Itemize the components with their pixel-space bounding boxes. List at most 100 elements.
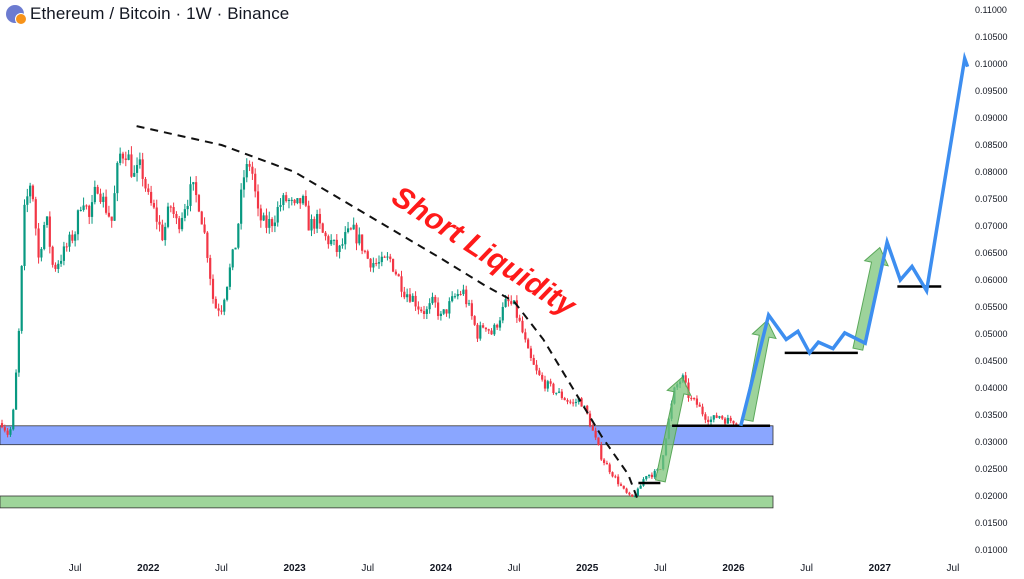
candle-body <box>403 291 406 298</box>
candle-body <box>532 358 535 365</box>
candle-body <box>290 199 293 201</box>
candle-body <box>602 459 606 463</box>
candle-body <box>498 320 502 328</box>
y-tick-label: 0.03500 <box>975 410 1008 420</box>
candle-body <box>552 383 555 393</box>
candle-body <box>124 158 127 160</box>
x-axis: Jul 2022 Jul 2023 Jul 2024 Jul 2025 Jul 2026 Jul 20… <box>69 563 960 574</box>
candle-body <box>175 213 178 219</box>
candle-body <box>434 296 437 303</box>
candle-body <box>408 294 412 302</box>
candle-body <box>684 375 687 383</box>
candle-body <box>225 286 229 300</box>
candle-body <box>538 370 541 375</box>
candle-body <box>330 240 333 245</box>
candle-body <box>268 219 271 228</box>
candle-body <box>726 417 729 424</box>
candle-body <box>195 182 198 196</box>
x-tick-label: 2024 <box>430 563 453 574</box>
x-tick-label: Jul <box>947 563 960 574</box>
candle-body <box>57 263 60 269</box>
y-tick-label: 0.07500 <box>975 194 1008 204</box>
candle-body <box>82 205 85 210</box>
candle-body <box>304 195 307 206</box>
y-tick-label: 0.02000 <box>975 491 1008 501</box>
candle-body <box>248 164 251 167</box>
candle-body <box>425 309 428 314</box>
candle-body <box>349 228 352 230</box>
candle-body <box>161 224 164 241</box>
candle-body <box>695 398 699 405</box>
candle-body <box>147 188 150 192</box>
candle-body <box>366 251 369 259</box>
candle-body <box>65 246 68 248</box>
candle-body <box>9 429 12 435</box>
candle-body <box>307 205 310 231</box>
candle-body <box>636 488 639 496</box>
candle-body <box>96 186 99 194</box>
y-tick-label: 0.02500 <box>975 464 1008 474</box>
candle-body <box>369 258 372 268</box>
candle-body <box>445 309 448 314</box>
candle-body <box>223 299 226 312</box>
candle-body <box>541 374 544 380</box>
candle-body <box>40 248 43 258</box>
candle-body <box>439 313 442 317</box>
candle-body <box>335 239 338 252</box>
candle-body <box>617 476 620 485</box>
candle-body <box>586 405 589 414</box>
candle-body <box>493 324 496 335</box>
candle-body <box>93 186 96 203</box>
candle-body <box>588 413 592 427</box>
levels <box>638 285 942 485</box>
candle-body <box>352 224 355 230</box>
candle-body <box>293 199 296 204</box>
candle-body <box>633 495 637 497</box>
candle-body <box>113 193 116 221</box>
candle-body <box>484 327 488 330</box>
candle-body <box>591 426 594 431</box>
candle-body <box>479 325 482 339</box>
candle-body <box>707 419 710 422</box>
candle-body <box>206 232 209 258</box>
candle-body <box>563 398 566 401</box>
candle-body <box>237 223 240 248</box>
candle-body <box>406 294 409 298</box>
candle-body <box>631 494 634 497</box>
candle-body <box>420 309 423 312</box>
candle-body <box>411 295 414 302</box>
candle-body <box>560 391 563 399</box>
candle-body <box>715 415 718 418</box>
candle-body <box>650 474 654 478</box>
candle-body <box>735 423 738 425</box>
candle-body <box>451 296 454 302</box>
candle-body <box>473 316 476 325</box>
candle-body <box>414 295 417 307</box>
candle-body <box>90 202 94 217</box>
candle-body <box>282 195 285 206</box>
candle-body <box>85 205 88 207</box>
candle-body <box>417 306 420 310</box>
candle-body <box>507 299 510 302</box>
candle-body <box>200 211 203 225</box>
candle-body <box>510 301 513 304</box>
candle-body <box>141 159 144 179</box>
candle-body <box>653 470 656 478</box>
x-tick-label: Jul <box>69 563 82 574</box>
candle-body <box>155 207 158 222</box>
candle-body <box>391 258 395 272</box>
x-tick-label: 2026 <box>722 563 745 574</box>
y-tick-label: 0.08500 <box>975 140 1008 150</box>
candle-body <box>71 234 74 241</box>
y-tick-label: 0.08000 <box>975 167 1008 177</box>
candle-body <box>220 310 223 312</box>
candle-body <box>628 492 631 495</box>
candle-body <box>12 409 15 430</box>
candle-body <box>487 329 490 331</box>
candle-body <box>166 206 170 227</box>
candle-body <box>20 265 23 331</box>
candle-body <box>600 445 603 460</box>
candle-body <box>121 153 125 159</box>
candle-body <box>251 166 254 174</box>
